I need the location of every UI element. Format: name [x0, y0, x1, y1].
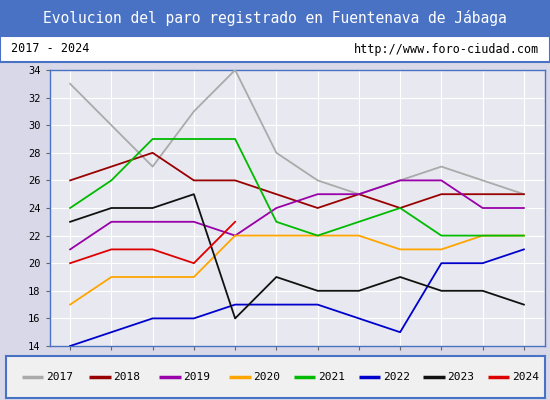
Text: 2017: 2017	[46, 372, 73, 382]
Text: 2022: 2022	[383, 372, 410, 382]
Text: 2019: 2019	[183, 372, 210, 382]
Text: 2017 - 2024: 2017 - 2024	[11, 42, 89, 56]
Text: Evolucion del paro registrado en Fuentenava de Jábaga: Evolucion del paro registrado en Fuenten…	[43, 10, 507, 26]
Text: 2020: 2020	[254, 372, 280, 382]
Text: 2021: 2021	[318, 372, 345, 382]
Text: 2023: 2023	[448, 372, 475, 382]
Text: http://www.foro-ciudad.com: http://www.foro-ciudad.com	[354, 42, 539, 56]
Text: 2018: 2018	[113, 372, 140, 382]
Text: 2024: 2024	[512, 372, 539, 382]
